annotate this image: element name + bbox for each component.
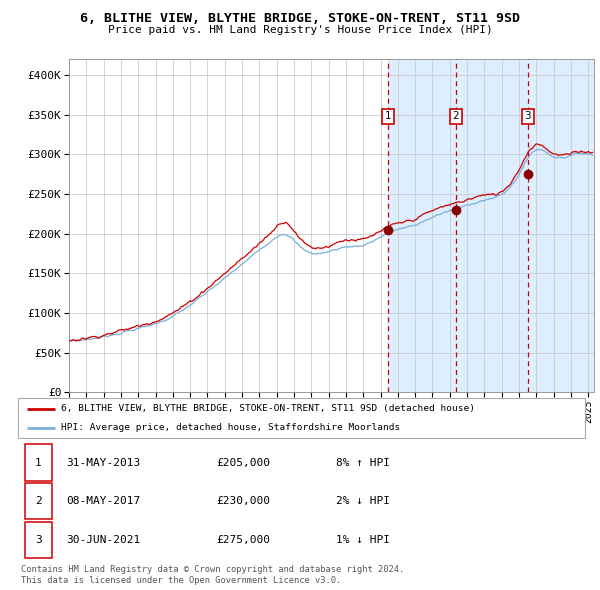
Text: 2: 2 (452, 111, 459, 121)
Text: 8% ↑ HPI: 8% ↑ HPI (335, 457, 389, 467)
Text: £205,000: £205,000 (217, 457, 271, 467)
Text: £230,000: £230,000 (217, 496, 271, 506)
FancyBboxPatch shape (25, 483, 52, 519)
Text: 3: 3 (524, 111, 531, 121)
Text: Contains HM Land Registry data © Crown copyright and database right 2024.
This d: Contains HM Land Registry data © Crown c… (21, 565, 404, 585)
Text: Price paid vs. HM Land Registry's House Price Index (HPI): Price paid vs. HM Land Registry's House … (107, 25, 493, 35)
Text: 08-MAY-2017: 08-MAY-2017 (66, 496, 140, 506)
Text: 1: 1 (35, 457, 42, 467)
FancyBboxPatch shape (25, 522, 52, 558)
Bar (388, 59, 593, 392)
Text: 30-JUN-2021: 30-JUN-2021 (66, 535, 140, 545)
Text: 3: 3 (35, 535, 42, 545)
Text: HPI: Average price, detached house, Staffordshire Moorlands: HPI: Average price, detached house, Staf… (61, 423, 400, 432)
FancyBboxPatch shape (25, 444, 52, 481)
Text: 1% ↓ HPI: 1% ↓ HPI (335, 535, 389, 545)
Text: 6, BLITHE VIEW, BLYTHE BRIDGE, STOKE-ON-TRENT, ST11 9SD (detached house): 6, BLITHE VIEW, BLYTHE BRIDGE, STOKE-ON-… (61, 404, 475, 414)
Text: £275,000: £275,000 (217, 535, 271, 545)
Text: 6, BLITHE VIEW, BLYTHE BRIDGE, STOKE-ON-TRENT, ST11 9SD: 6, BLITHE VIEW, BLYTHE BRIDGE, STOKE-ON-… (80, 12, 520, 25)
Text: 31-MAY-2013: 31-MAY-2013 (66, 457, 140, 467)
Text: 2: 2 (35, 496, 42, 506)
Text: 1: 1 (385, 111, 391, 121)
Text: 2% ↓ HPI: 2% ↓ HPI (335, 496, 389, 506)
